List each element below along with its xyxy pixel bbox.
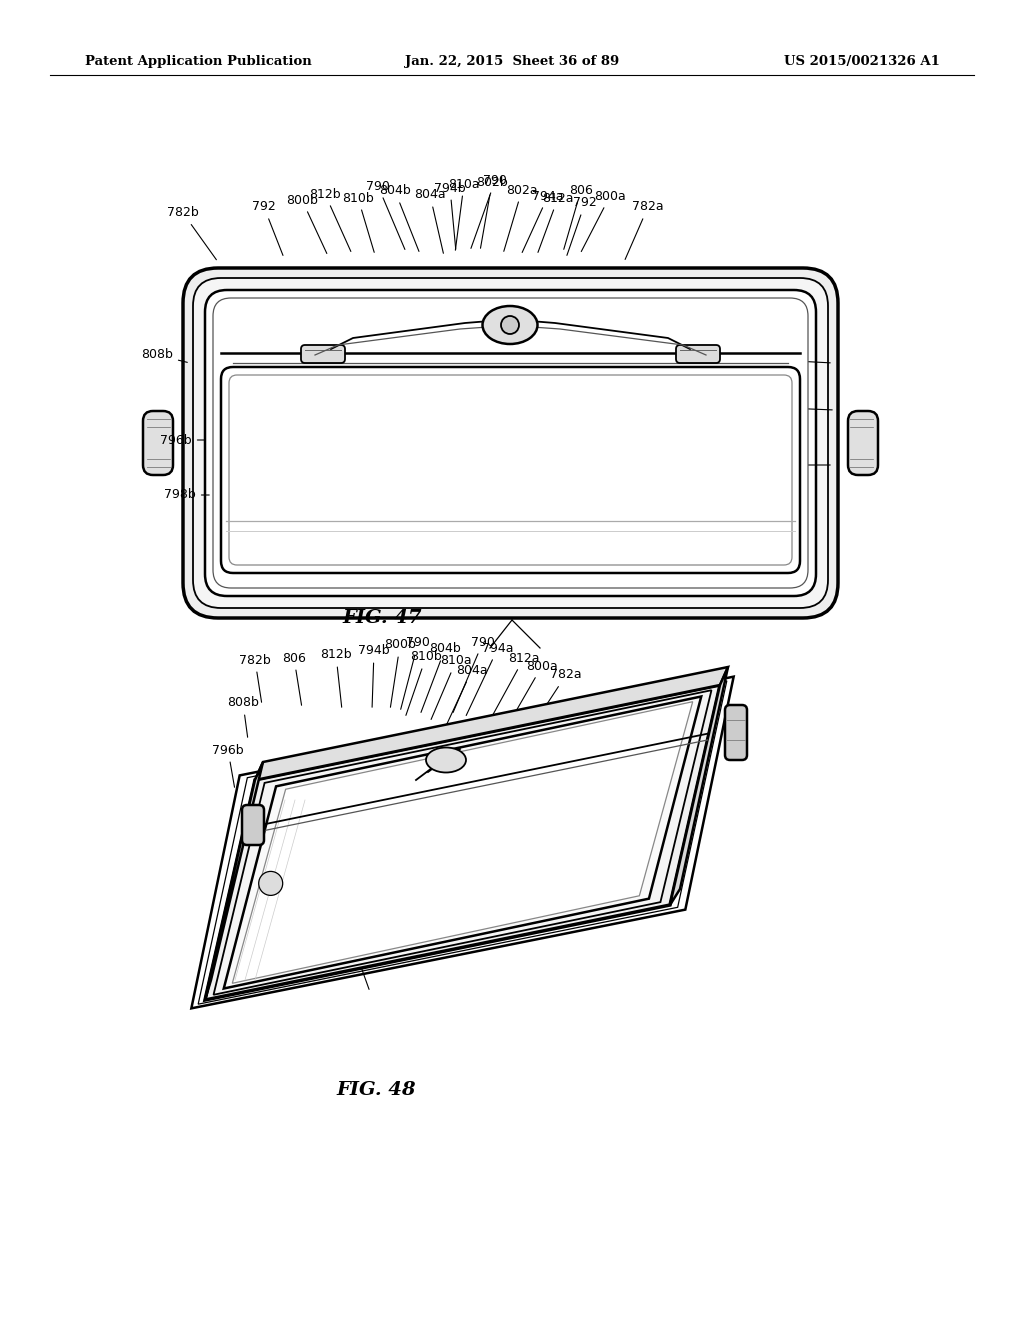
Polygon shape (224, 697, 701, 989)
FancyBboxPatch shape (221, 367, 800, 573)
Text: 790: 790 (453, 635, 495, 713)
Text: 806: 806 (282, 652, 306, 705)
Text: 808a: 808a (647, 347, 830, 363)
Text: 798a: 798a (640, 458, 830, 471)
Text: 790: 790 (400, 636, 430, 709)
Text: 794a: 794a (522, 190, 564, 252)
Circle shape (501, 315, 519, 334)
Text: 798a: 798a (584, 824, 657, 854)
Polygon shape (255, 667, 728, 780)
Text: 792: 792 (252, 201, 283, 255)
Text: 812a: 812a (492, 652, 540, 718)
Text: 808b: 808b (227, 697, 259, 738)
Text: 782a: 782a (531, 668, 582, 727)
FancyBboxPatch shape (193, 279, 828, 609)
Text: 798b: 798b (164, 488, 209, 502)
Text: 782b: 782b (240, 653, 271, 702)
Ellipse shape (482, 306, 538, 345)
Text: 804b: 804b (379, 185, 419, 251)
Text: 794a: 794a (466, 642, 514, 715)
Text: S: S (437, 354, 446, 368)
Polygon shape (670, 667, 728, 906)
FancyBboxPatch shape (229, 375, 792, 565)
Text: 802b: 802b (476, 177, 508, 248)
Text: 812a: 812a (538, 191, 573, 252)
Text: 790: 790 (471, 174, 507, 248)
FancyBboxPatch shape (143, 411, 173, 475)
FancyBboxPatch shape (676, 345, 720, 363)
Text: 804a: 804a (414, 189, 445, 253)
FancyBboxPatch shape (848, 411, 878, 475)
Text: US 2015/0021326 A1: US 2015/0021326 A1 (784, 55, 940, 69)
FancyBboxPatch shape (301, 345, 345, 363)
Text: 800a: 800a (582, 190, 626, 252)
Text: 784: 784 (343, 944, 369, 990)
FancyBboxPatch shape (183, 268, 838, 618)
Text: 790: 790 (366, 180, 404, 249)
Text: S: S (573, 354, 583, 368)
Text: 806: 806 (564, 183, 593, 249)
Ellipse shape (426, 747, 466, 772)
Text: 802a: 802a (504, 183, 538, 251)
Text: 804a: 804a (446, 664, 487, 726)
Text: 808b: 808b (141, 348, 187, 363)
Text: 796b: 796b (212, 743, 244, 787)
Text: 810a: 810a (431, 655, 472, 719)
Text: 784: 784 (445, 556, 469, 587)
Polygon shape (214, 690, 712, 995)
Text: 780: 780 (543, 556, 567, 587)
FancyBboxPatch shape (725, 705, 746, 760)
Polygon shape (205, 685, 720, 1001)
Text: 782a: 782a (625, 201, 664, 260)
Text: 796b: 796b (160, 433, 204, 446)
Text: 812b: 812b (321, 648, 352, 708)
Text: 808a: 808a (574, 705, 655, 759)
Text: Patent Application Publication: Patent Application Publication (85, 55, 311, 69)
Text: 804b: 804b (421, 643, 461, 713)
FancyBboxPatch shape (213, 298, 808, 587)
Text: 796a: 796a (583, 779, 663, 809)
FancyBboxPatch shape (242, 805, 264, 845)
Text: FIG. 48: FIG. 48 (336, 1081, 416, 1100)
Text: 782b: 782b (167, 206, 216, 260)
Text: 792: 792 (567, 197, 597, 255)
Text: FIG. 47: FIG. 47 (342, 609, 422, 627)
Text: Jan. 22, 2015  Sheet 36 of 89: Jan. 22, 2015 Sheet 36 of 89 (404, 55, 620, 69)
Polygon shape (232, 702, 692, 983)
Text: 812b: 812b (309, 187, 351, 252)
Circle shape (259, 871, 283, 895)
Text: 810a: 810a (449, 177, 480, 251)
FancyBboxPatch shape (205, 290, 816, 597)
Text: 796a: 796a (644, 396, 833, 411)
Text: 810b: 810b (342, 191, 374, 252)
Polygon shape (205, 762, 263, 1001)
Text: 794b: 794b (434, 181, 466, 249)
Text: 800b: 800b (286, 194, 327, 253)
Text: 800b: 800b (384, 639, 416, 708)
Text: 810b: 810b (406, 651, 442, 715)
Text: 794b: 794b (358, 644, 390, 708)
Text: 780: 780 (260, 849, 284, 878)
Text: 800a: 800a (509, 660, 558, 722)
